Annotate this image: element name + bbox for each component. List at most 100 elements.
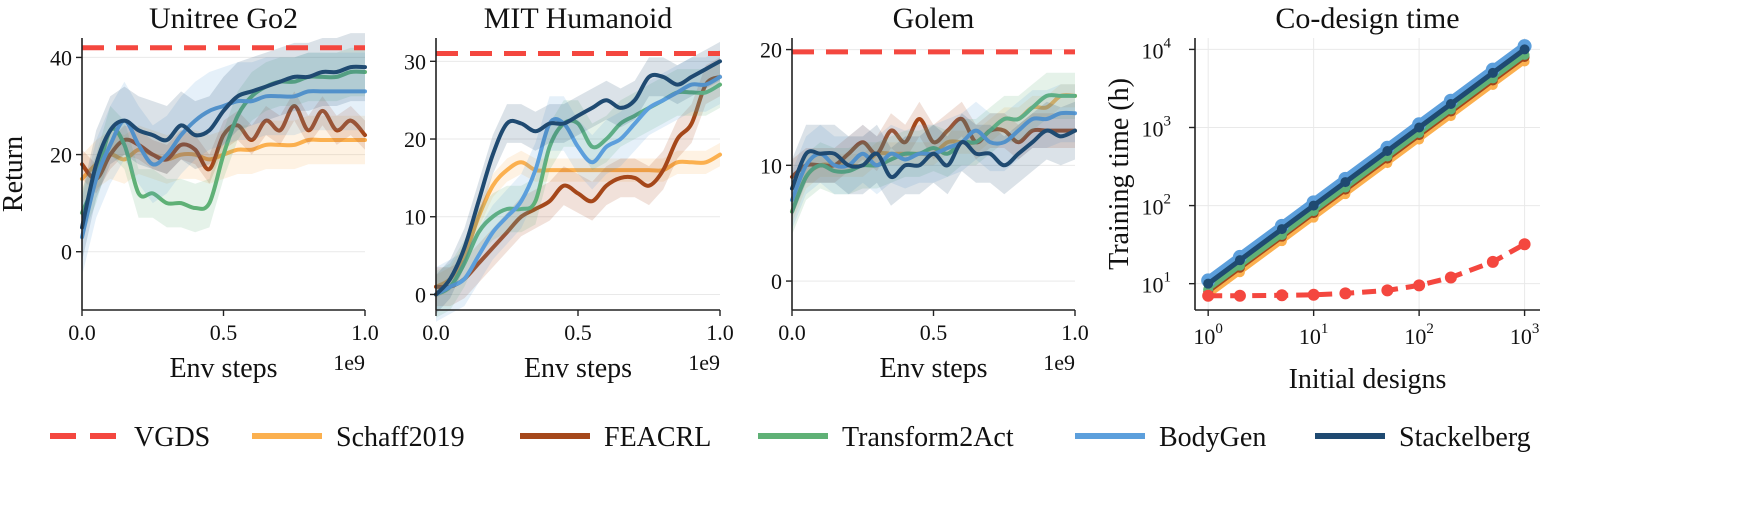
series-line-stackelberg — [1206, 47, 1527, 286]
chart-golem: 0.0 0.5 1.0 0 10 20 Golem Env steps 1e9 — [760, 2, 1089, 384]
x-axis-label: Env steps — [169, 353, 277, 384]
legend-label: Stackelberg — [1399, 422, 1531, 453]
series-line-vgds — [1208, 242, 1526, 299]
legend-label: Transform2Act — [842, 422, 1014, 453]
chart-co-design-time: 100 101 102 103 101 102 103 104 Co-design time In… — [1104, 2, 1540, 395]
marker-stackelberg — [1382, 146, 1393, 157]
y-tick-label: 20 — [50, 143, 72, 168]
marker-stackelberg — [1445, 98, 1456, 109]
band-schaff2019 — [436, 142, 720, 299]
legend-item-feacrl: FEACRL — [520, 422, 711, 453]
x-axis-label: Initial designs — [1289, 364, 1447, 395]
marker-stackelberg — [1414, 122, 1425, 133]
x-tick-label: 0.0 — [68, 320, 96, 345]
marker-stackelberg — [1276, 224, 1287, 235]
band-stackelberg — [792, 101, 1075, 218]
legend: VGDS Schaff2019 FEACRL Transform2Act BodyGen… — [50, 422, 1531, 453]
marker-stackelberg — [1203, 278, 1214, 289]
y-tick-label: 0 — [771, 269, 782, 294]
x-axis-label: Env steps — [879, 353, 987, 384]
band-feacrl — [436, 57, 720, 307]
y-tick-label: 10 — [404, 205, 426, 230]
x-tick-label: 0.0 — [422, 320, 450, 345]
x-multiplier-label: 1e9 — [333, 350, 365, 375]
marker-vgds — [1518, 238, 1531, 251]
legend-label: Schaff2019 — [336, 422, 465, 453]
series-line-feacrl — [80, 104, 367, 181]
marker-vgds — [1307, 288, 1320, 301]
x-tick-label: 102 — [1404, 321, 1434, 349]
marker-stackelberg — [1308, 200, 1319, 211]
y-tick-label: 10 — [760, 153, 782, 178]
series-line-stackelberg — [80, 64, 367, 230]
marker-vgds — [1381, 284, 1394, 297]
series-line-feacrl — [434, 74, 722, 290]
series-line-schaff2019 — [434, 152, 722, 289]
chart-unitree-go2: 0.0 0.5 1.0 0 20 40 Unitree Go2 Env steps 1e9 Ret… — [0, 2, 379, 384]
y-tick-label: 0 — [61, 240, 72, 265]
band-transform2act — [436, 61, 720, 318]
legend-item-transform2act: Transform2Act — [758, 422, 1014, 453]
y-tick-label: 30 — [404, 49, 426, 74]
band-feacrl — [82, 91, 365, 194]
chart-title: MIT Humanoid — [484, 2, 673, 35]
x-tick-label: 1.0 — [351, 320, 379, 345]
legend-item-schaff2019: Schaff2019 — [252, 422, 465, 453]
marker-vgds — [1202, 289, 1215, 302]
x-tick-label: 0.5 — [210, 320, 238, 345]
band-bodygen — [792, 84, 1075, 229]
legend-item-bodygen: BodyGen — [1075, 422, 1266, 453]
marker-vgds — [1413, 279, 1426, 292]
x-tick-label: 1.0 — [706, 320, 734, 345]
x-tick-label: 101 — [1299, 321, 1329, 349]
x-tick-label: 100 — [1193, 321, 1223, 349]
marker-stackelberg — [1340, 177, 1351, 188]
legend-item-vgds: VGDS — [50, 422, 210, 453]
series-line-schaff2019 — [1206, 59, 1527, 298]
chart-mit-humanoid: 0.0 0.5 1.0 0 10 20 30 MIT Humanoid Env steps 1e9 — [404, 2, 734, 384]
series-line-stackelberg — [790, 128, 1077, 191]
legend-label: BodyGen — [1159, 422, 1266, 453]
marker-vgds — [1486, 255, 1499, 268]
marker-stackelberg — [1234, 255, 1245, 266]
y-tick-label: 102 — [1142, 192, 1172, 220]
y-tick-label: 40 — [50, 45, 72, 70]
chart-title: Golem — [893, 2, 975, 35]
series-line-transform2act — [80, 69, 367, 215]
marker-stackelberg — [1487, 67, 1498, 78]
y-axis-label: Return — [0, 136, 29, 212]
series-line-feacrl — [790, 116, 1077, 179]
y-tick-label: 0 — [415, 282, 426, 307]
x-tick-label: 103 — [1510, 321, 1540, 349]
x-multiplier-label: 1e9 — [1043, 350, 1075, 375]
band-bodygen — [436, 49, 720, 322]
y-tick-label: 104 — [1142, 35, 1172, 63]
marker-vgds — [1444, 271, 1457, 284]
band-stackelberg — [436, 41, 720, 314]
x-tick-label: 0.0 — [778, 320, 806, 345]
x-multiplier-label: 1e9 — [688, 350, 720, 375]
y-tick-label: 20 — [404, 127, 426, 152]
marker-vgds — [1275, 289, 1288, 302]
chart-title: Unitree Go2 — [149, 2, 298, 35]
legend-label: VGDS — [134, 422, 210, 453]
x-tick-label: 1.0 — [1061, 320, 1089, 345]
y-tick-label: 103 — [1142, 113, 1172, 141]
series-line-transform2act — [790, 93, 1077, 214]
marker-stackelberg — [1519, 44, 1530, 55]
x-tick-label: 0.5 — [564, 320, 592, 345]
y-tick-label: 101 — [1142, 270, 1172, 298]
legend-label: FEACRL — [604, 422, 711, 453]
marker-vgds — [1339, 287, 1352, 300]
x-tick-label: 0.5 — [920, 320, 948, 345]
chart-title: Co-design time — [1275, 2, 1459, 35]
x-axis-label: Env steps — [524, 353, 632, 384]
band-stackelberg — [82, 33, 365, 262]
band-bodygen — [82, 52, 365, 276]
series-line-transform2act — [1206, 52, 1527, 292]
legend-item-stackelberg: Stackelberg — [1315, 422, 1531, 453]
series-line-stackelberg — [434, 59, 722, 297]
y-axis-label: Training time (h) — [1104, 78, 1135, 270]
y-tick-label: 20 — [760, 38, 782, 63]
